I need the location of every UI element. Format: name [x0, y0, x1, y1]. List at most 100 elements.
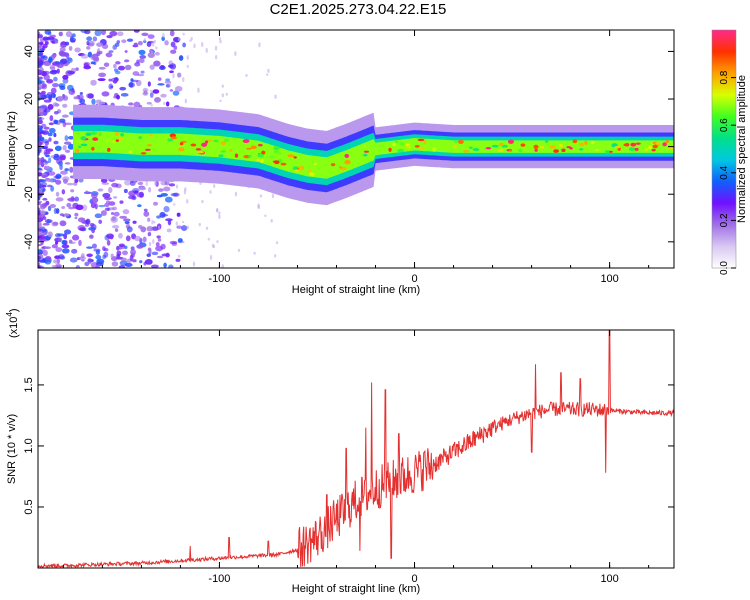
- noise-blob: [41, 83, 47, 88]
- noise-blob: [108, 50, 114, 53]
- noise-blob: [146, 226, 154, 232]
- noise-blob: [74, 47, 81, 53]
- noise-blob: [149, 92, 154, 98]
- noise-blob: [118, 65, 125, 71]
- noise-blob: [124, 262, 133, 268]
- noise-blob: [133, 30, 140, 33]
- noise-blob: [189, 39, 192, 42]
- noise-blob: [104, 207, 110, 212]
- noise-blob: [38, 207, 41, 214]
- noise-blob: [157, 83, 165, 86]
- noise-blob: [69, 37, 76, 43]
- noise-blob: [75, 204, 84, 211]
- noise-blob: [108, 186, 113, 194]
- ridge-peak: [98, 131, 102, 137]
- noise-blob: [118, 265, 126, 268]
- ridge-peak: [662, 142, 667, 147]
- noise-blob: [38, 215, 42, 218]
- noise-blob: [80, 253, 85, 259]
- noise-blob: [49, 203, 56, 208]
- noise-blob: [172, 73, 175, 79]
- ridge-peak: [485, 147, 492, 150]
- noise-blob: [90, 79, 97, 86]
- noise-blob: [245, 73, 248, 78]
- noise-blob: [91, 228, 95, 234]
- ridge-peak: [257, 153, 264, 158]
- noise-blob: [164, 196, 173, 203]
- noise-blob: [124, 50, 128, 53]
- noise-blob: [209, 254, 213, 261]
- noise-blob: [205, 226, 209, 230]
- noise-blob: [39, 188, 43, 195]
- noise-blob: [38, 243, 43, 247]
- noise-blob: [237, 248, 241, 253]
- noise-blob: [180, 225, 188, 231]
- noise-blob: [209, 190, 212, 194]
- noise-blob: [218, 211, 221, 215]
- ridge-peak: [458, 139, 464, 144]
- ridge-peak: [388, 147, 392, 152]
- ridge-peak: [117, 137, 124, 141]
- noise-blob: [168, 64, 174, 68]
- ridge-peak: [220, 150, 226, 153]
- ridge-peak: [579, 148, 584, 151]
- y-tick-label: -20: [23, 186, 35, 202]
- noise-blob: [118, 232, 123, 239]
- ridge-peak: [344, 160, 351, 165]
- noise-blob: [166, 228, 172, 233]
- noise-blob: [137, 40, 143, 46]
- noise-blob: [64, 162, 71, 165]
- ridge-peak: [274, 160, 280, 165]
- noise-blob: [211, 243, 215, 248]
- noise-blob: [42, 36, 49, 41]
- noise-blob: [40, 156, 45, 163]
- ridge-peak: [553, 149, 559, 153]
- noise-blob: [77, 217, 85, 223]
- ridge-peak: [308, 169, 312, 173]
- ridge-peak: [491, 144, 499, 148]
- ridge-peak: [76, 139, 82, 144]
- noise-blob: [137, 204, 142, 208]
- ridge-peak: [80, 136, 87, 140]
- noise-blob: [147, 247, 152, 251]
- noise-blob: [124, 64, 132, 71]
- noise-blob: [48, 31, 52, 36]
- noise-blob: [150, 264, 159, 268]
- ridge-peak: [146, 144, 152, 147]
- noise-blob: [91, 193, 98, 199]
- noise-blob: [74, 178, 79, 183]
- noise-blob: [44, 202, 48, 207]
- ridge-peak: [78, 145, 82, 149]
- noise-blob: [95, 264, 100, 268]
- noise-blob: [267, 68, 270, 73]
- x-tick-label: -100: [208, 273, 230, 285]
- noise-blob: [67, 136, 75, 140]
- noise-blob: [144, 259, 153, 265]
- noise-blob: [125, 235, 131, 242]
- noise-blob: [234, 51, 237, 56]
- noise-blob: [42, 197, 48, 201]
- ridge-peak: [634, 147, 639, 151]
- noise-blob: [63, 141, 72, 145]
- noise-blob: [86, 246, 93, 249]
- ridge-peak: [204, 140, 209, 144]
- noise-blob: [40, 210, 46, 215]
- noise-blob: [114, 42, 120, 47]
- noise-blob: [164, 80, 168, 84]
- ridge-peak: [590, 140, 595, 145]
- noise-blob: [169, 240, 178, 245]
- ridge-peak: [360, 145, 368, 149]
- noise-blob: [110, 253, 114, 259]
- noise-blob: [182, 42, 186, 48]
- noise-blob: [138, 49, 146, 55]
- noise-blob: [38, 76, 43, 80]
- noise-blob: [102, 192, 111, 199]
- noise-blob: [104, 196, 112, 201]
- ridge-peak: [75, 148, 80, 154]
- ridge-peak: [201, 142, 208, 147]
- noise-blob: [157, 226, 161, 230]
- noise-blob: [72, 234, 80, 241]
- noise-blob: [38, 84, 43, 89]
- noise-blob: [258, 42, 261, 48]
- noise-blob: [105, 200, 111, 204]
